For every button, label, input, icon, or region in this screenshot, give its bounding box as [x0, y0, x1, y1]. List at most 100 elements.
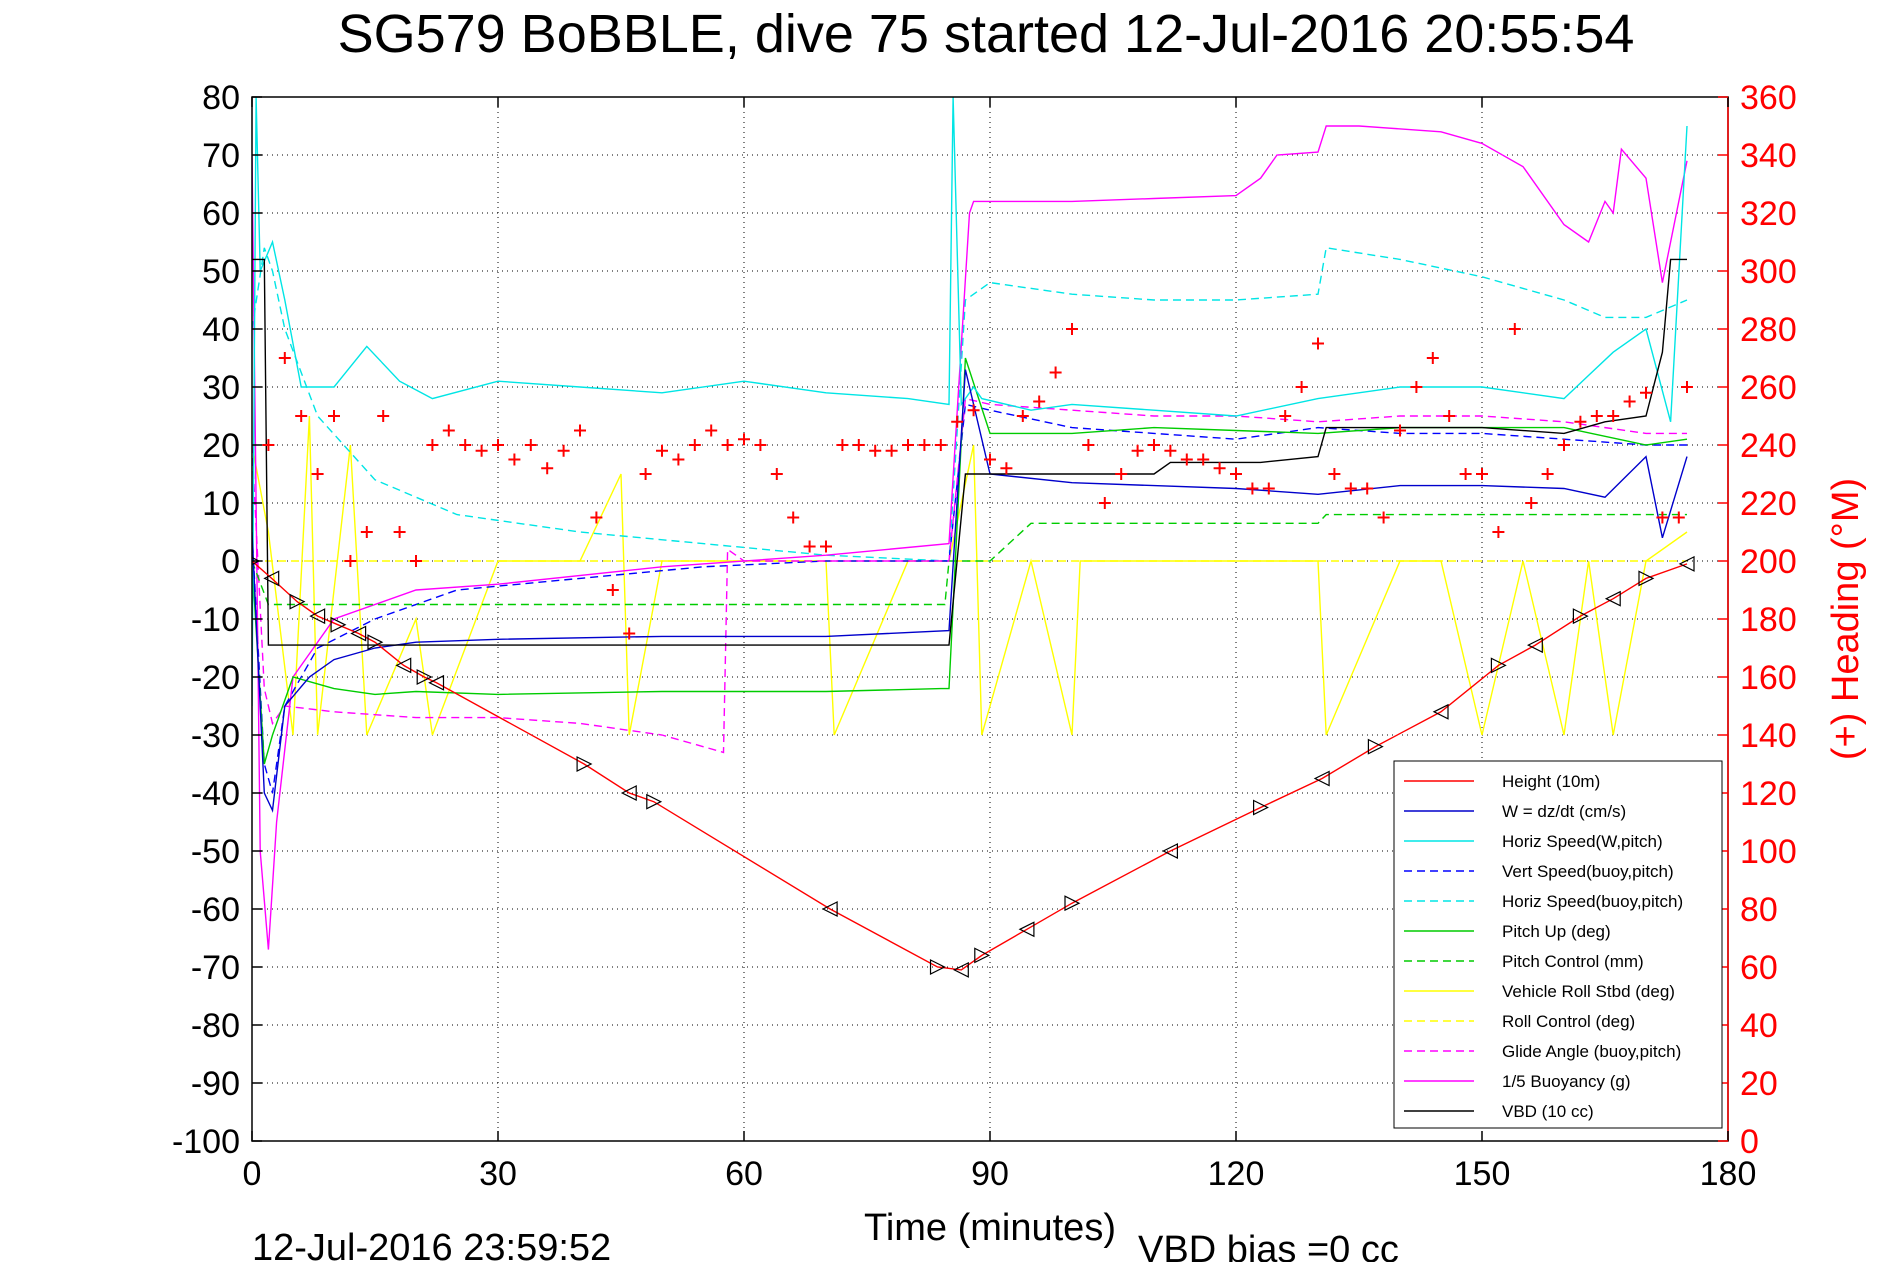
height-marker: [395, 657, 412, 674]
heading-point: [1098, 497, 1111, 509]
y-right-tick-label: 100: [1740, 833, 1797, 871]
height-marker: [1432, 703, 1449, 720]
heading-point: [1459, 468, 1472, 480]
heading-point: [1558, 439, 1570, 451]
y-right-tick-label: 60: [1740, 949, 1778, 987]
heading-point: [738, 433, 750, 446]
heading-point: [1525, 497, 1538, 509]
heading-point: [1443, 410, 1456, 422]
y-right-tick-label: 180: [1740, 601, 1797, 639]
height-marker: [1604, 590, 1621, 607]
y-right-tick-labels: 3603403203002802602402202001801601401201…: [1740, 79, 1797, 1161]
legend-box: [1393, 760, 1723, 1129]
heading-point: [984, 453, 996, 466]
heading-point: [1590, 410, 1603, 422]
heading-point: [721, 439, 734, 451]
y-tick-label: 20: [202, 427, 240, 465]
heading-point: [541, 462, 554, 475]
heading-point: [754, 439, 767, 451]
height-marker: [1490, 657, 1507, 674]
y-right-tick-label: 300: [1740, 253, 1797, 291]
y-tick-label: -50: [191, 833, 240, 871]
height-marker: [974, 947, 991, 964]
y-right-tick-label: 40: [1740, 1007, 1778, 1045]
x-tick-label: 150: [1454, 1155, 1511, 1193]
horiz-speed-buoy-pitch-line: [252, 247, 1688, 562]
heading-point: [1049, 366, 1062, 379]
heading-point: [1197, 453, 1210, 466]
heading-point: [393, 526, 406, 538]
heading-point: [606, 584, 619, 596]
heading-point: [918, 439, 931, 451]
y-tick-label: 60: [202, 195, 240, 233]
heading-point: [787, 511, 800, 524]
y-tick-label: -40: [191, 775, 240, 813]
heading-point: [1164, 444, 1177, 457]
heading-point: [262, 439, 275, 451]
y-right-tick-label: 120: [1740, 775, 1797, 813]
heading-point: [852, 439, 865, 451]
y-right-tick-label: 200: [1740, 543, 1797, 581]
height-marker: [929, 959, 946, 975]
heading-point: [1312, 337, 1324, 350]
heading-point: [836, 439, 849, 451]
heading-point: [278, 352, 291, 364]
heading-point: [1246, 482, 1259, 495]
height-marker: [428, 674, 445, 691]
heading-point: [1328, 468, 1341, 480]
heading-point: [1082, 439, 1095, 451]
heading-point: [1115, 468, 1128, 480]
heading-point: [623, 627, 636, 640]
heading-point: [1508, 323, 1521, 335]
tick-marks: [251, 96, 1729, 1142]
heading-point: [934, 439, 947, 451]
heading-point: [1672, 511, 1685, 524]
heading-point: [1476, 468, 1488, 480]
heading-point: [1213, 462, 1226, 475]
heading-point: [1344, 482, 1357, 495]
heading-point: [426, 439, 439, 451]
legend-entry: Horiz Speed(buoy,pitch): [1502, 892, 1683, 911]
y-tick-label: -60: [191, 891, 240, 929]
x-axis-label: Time (minutes): [864, 1207, 1116, 1249]
height-marker: [576, 756, 593, 772]
heading-point: [1656, 511, 1669, 524]
heading-point: [656, 444, 668, 457]
y-right-tick-label: 320: [1740, 195, 1797, 233]
heading-point: [508, 453, 521, 466]
legend-entry: Pitch Up (deg): [1502, 922, 1611, 941]
w-dz-dt-cm-s-line: [252, 369, 1688, 813]
height-marker: [1678, 555, 1695, 572]
height-marker: [1572, 608, 1589, 625]
y-tick-label: -30: [191, 717, 240, 755]
heading-point: [475, 444, 488, 457]
y-tick-label: 30: [202, 369, 240, 407]
heading-point: [705, 424, 718, 437]
heading-point: [1681, 381, 1693, 393]
heading-point: [328, 410, 340, 422]
y-tick-label: -100: [172, 1123, 240, 1161]
y-tick-label: 0: [221, 543, 240, 581]
x-tick-label: 0: [243, 1155, 262, 1193]
heading-point: [1016, 410, 1029, 422]
x-tick-label: 60: [725, 1155, 763, 1193]
heading-point: [1033, 395, 1046, 408]
y-tick-label: 80: [202, 79, 240, 117]
heading-point: [1394, 424, 1406, 437]
height-marker: [1253, 799, 1269, 816]
y-right-tick-label: 360: [1740, 79, 1797, 117]
heading-point: [360, 526, 373, 538]
heading-point: [885, 444, 898, 457]
heading-point: [1295, 381, 1308, 393]
1-5-buoyancy-g-line: [252, 125, 1688, 950]
y-right-tick-label: 340: [1740, 137, 1797, 175]
height-marker: [289, 593, 306, 610]
heading-point: [1492, 526, 1505, 538]
heading-point: [1541, 468, 1554, 480]
heading-point: [295, 410, 308, 422]
x-tick-label: 90: [971, 1155, 1009, 1193]
y-tick-label: -20: [191, 659, 240, 697]
heading-point: [1148, 439, 1160, 451]
heading-point: [1131, 444, 1144, 457]
